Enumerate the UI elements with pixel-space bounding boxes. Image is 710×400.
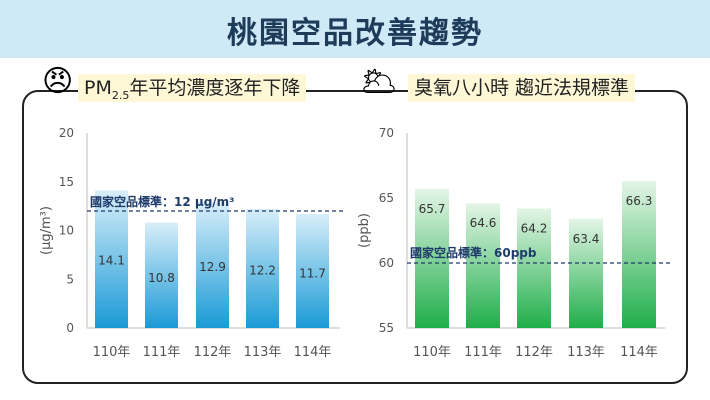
x-tick-label: 111年 <box>464 345 502 360</box>
angry-sun-icon: 😠 <box>42 64 74 99</box>
data-label: 14.1 <box>98 253 125 267</box>
y-tick-label: 65 <box>379 191 394 205</box>
bar <box>246 209 279 328</box>
x-tick-label: 113年 <box>244 345 282 360</box>
x-tick-label: 113年 <box>567 345 605 360</box>
bar <box>196 202 229 328</box>
y-tick-label: 15 <box>59 175 74 189</box>
y-tick-label: 55 <box>379 321 394 335</box>
content-frame <box>22 90 688 384</box>
y-axis-label: (ppb) <box>357 213 372 248</box>
y-tick-label: 70 <box>379 126 394 140</box>
data-label: 64.2 <box>521 221 548 235</box>
bar <box>622 181 656 328</box>
data-label: 63.4 <box>573 232 600 246</box>
data-label: 65.7 <box>419 202 446 216</box>
data-label: 64.6 <box>470 216 497 230</box>
y-tick-label: 0 <box>66 321 74 335</box>
title-band <box>0 0 710 58</box>
bar <box>145 222 178 328</box>
y-tick-label: 10 <box>59 224 74 238</box>
ozone-heading: 臭氧八小時 趨近法規標準 <box>408 74 636 102</box>
y-axis-label: (μg/m³) <box>39 206 54 255</box>
threshold-label: 國家空品標準：12 μg/m³ <box>90 194 234 209</box>
bar <box>296 213 329 328</box>
bar <box>466 203 500 328</box>
y-tick-label: 60 <box>379 256 394 270</box>
bar <box>517 208 551 328</box>
bar <box>415 188 449 328</box>
x-tick-label: 110年 <box>93 345 131 360</box>
x-tick-label: 114年 <box>294 345 332 360</box>
x-tick-label: 111年 <box>143 345 181 360</box>
y-tick-label: 5 <box>66 272 74 286</box>
pm25-heading: PM2.5年平均濃度逐年下降 <box>78 74 307 102</box>
data-label: 10.8 <box>148 271 175 285</box>
x-tick-label: 110年 <box>413 345 451 360</box>
y-tick-label: 20 <box>59 126 74 140</box>
x-tick-label: 112年 <box>515 345 553 360</box>
threshold-label: 國家空品標準：60ppb <box>410 245 537 260</box>
data-label: 66.3 <box>626 194 653 208</box>
bar <box>569 218 603 328</box>
page-title: 桃園空品改善趨勢 <box>227 16 483 51</box>
sun-cloud-icon: 🌥 <box>360 64 399 99</box>
x-tick-label: 112年 <box>194 345 232 360</box>
x-tick-label: 114年 <box>620 345 658 360</box>
data-label: 11.7 <box>299 266 326 280</box>
data-label: 12.2 <box>249 264 276 278</box>
data-label: 12.9 <box>199 260 226 274</box>
bar <box>95 190 128 328</box>
